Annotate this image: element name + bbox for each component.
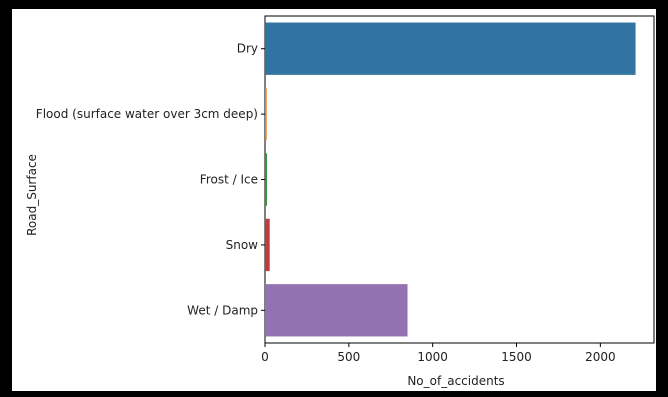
x-tick-label: 1000: [417, 350, 448, 364]
x-tick-label: 500: [337, 350, 360, 364]
y-axis-label: Road_Surface: [25, 154, 39, 236]
y-tick-label: Dry: [237, 42, 258, 56]
y-tick-label: Snow: [226, 238, 259, 252]
x-axis-label: No_of_accidents: [407, 374, 504, 388]
y-tick-label: Frost / Ice: [200, 173, 258, 187]
x-tick-label: 1500: [501, 350, 532, 364]
y-tick-label: Flood (surface water over 3cm deep): [36, 107, 258, 121]
y-tick-group: Dry Flood (surface water over 3cm deep) Fr…: [36, 42, 265, 317]
horizontal-bar-chart: Dry Flood (surface water over 3cm deep) Fr…: [25, 15, 655, 388]
bar-dry: [265, 22, 636, 75]
x-tick-group: 0 500 1000 1500 2000: [261, 343, 616, 364]
figure-frame: Dry Flood (surface water over 3cm deep) Fr…: [12, 9, 656, 391]
bars-group: [265, 22, 636, 337]
y-tick-label: Wet / Damp: [187, 303, 258, 317]
bar-wet-damp: [265, 284, 408, 337]
x-tick-label: 0: [261, 350, 269, 364]
bar-snow: [265, 218, 270, 272]
x-tick-label: 2000: [585, 350, 616, 364]
bar-flood-surface-water-over-3cm-deep: [265, 87, 267, 141]
bar-frost-ice: [265, 153, 268, 206]
